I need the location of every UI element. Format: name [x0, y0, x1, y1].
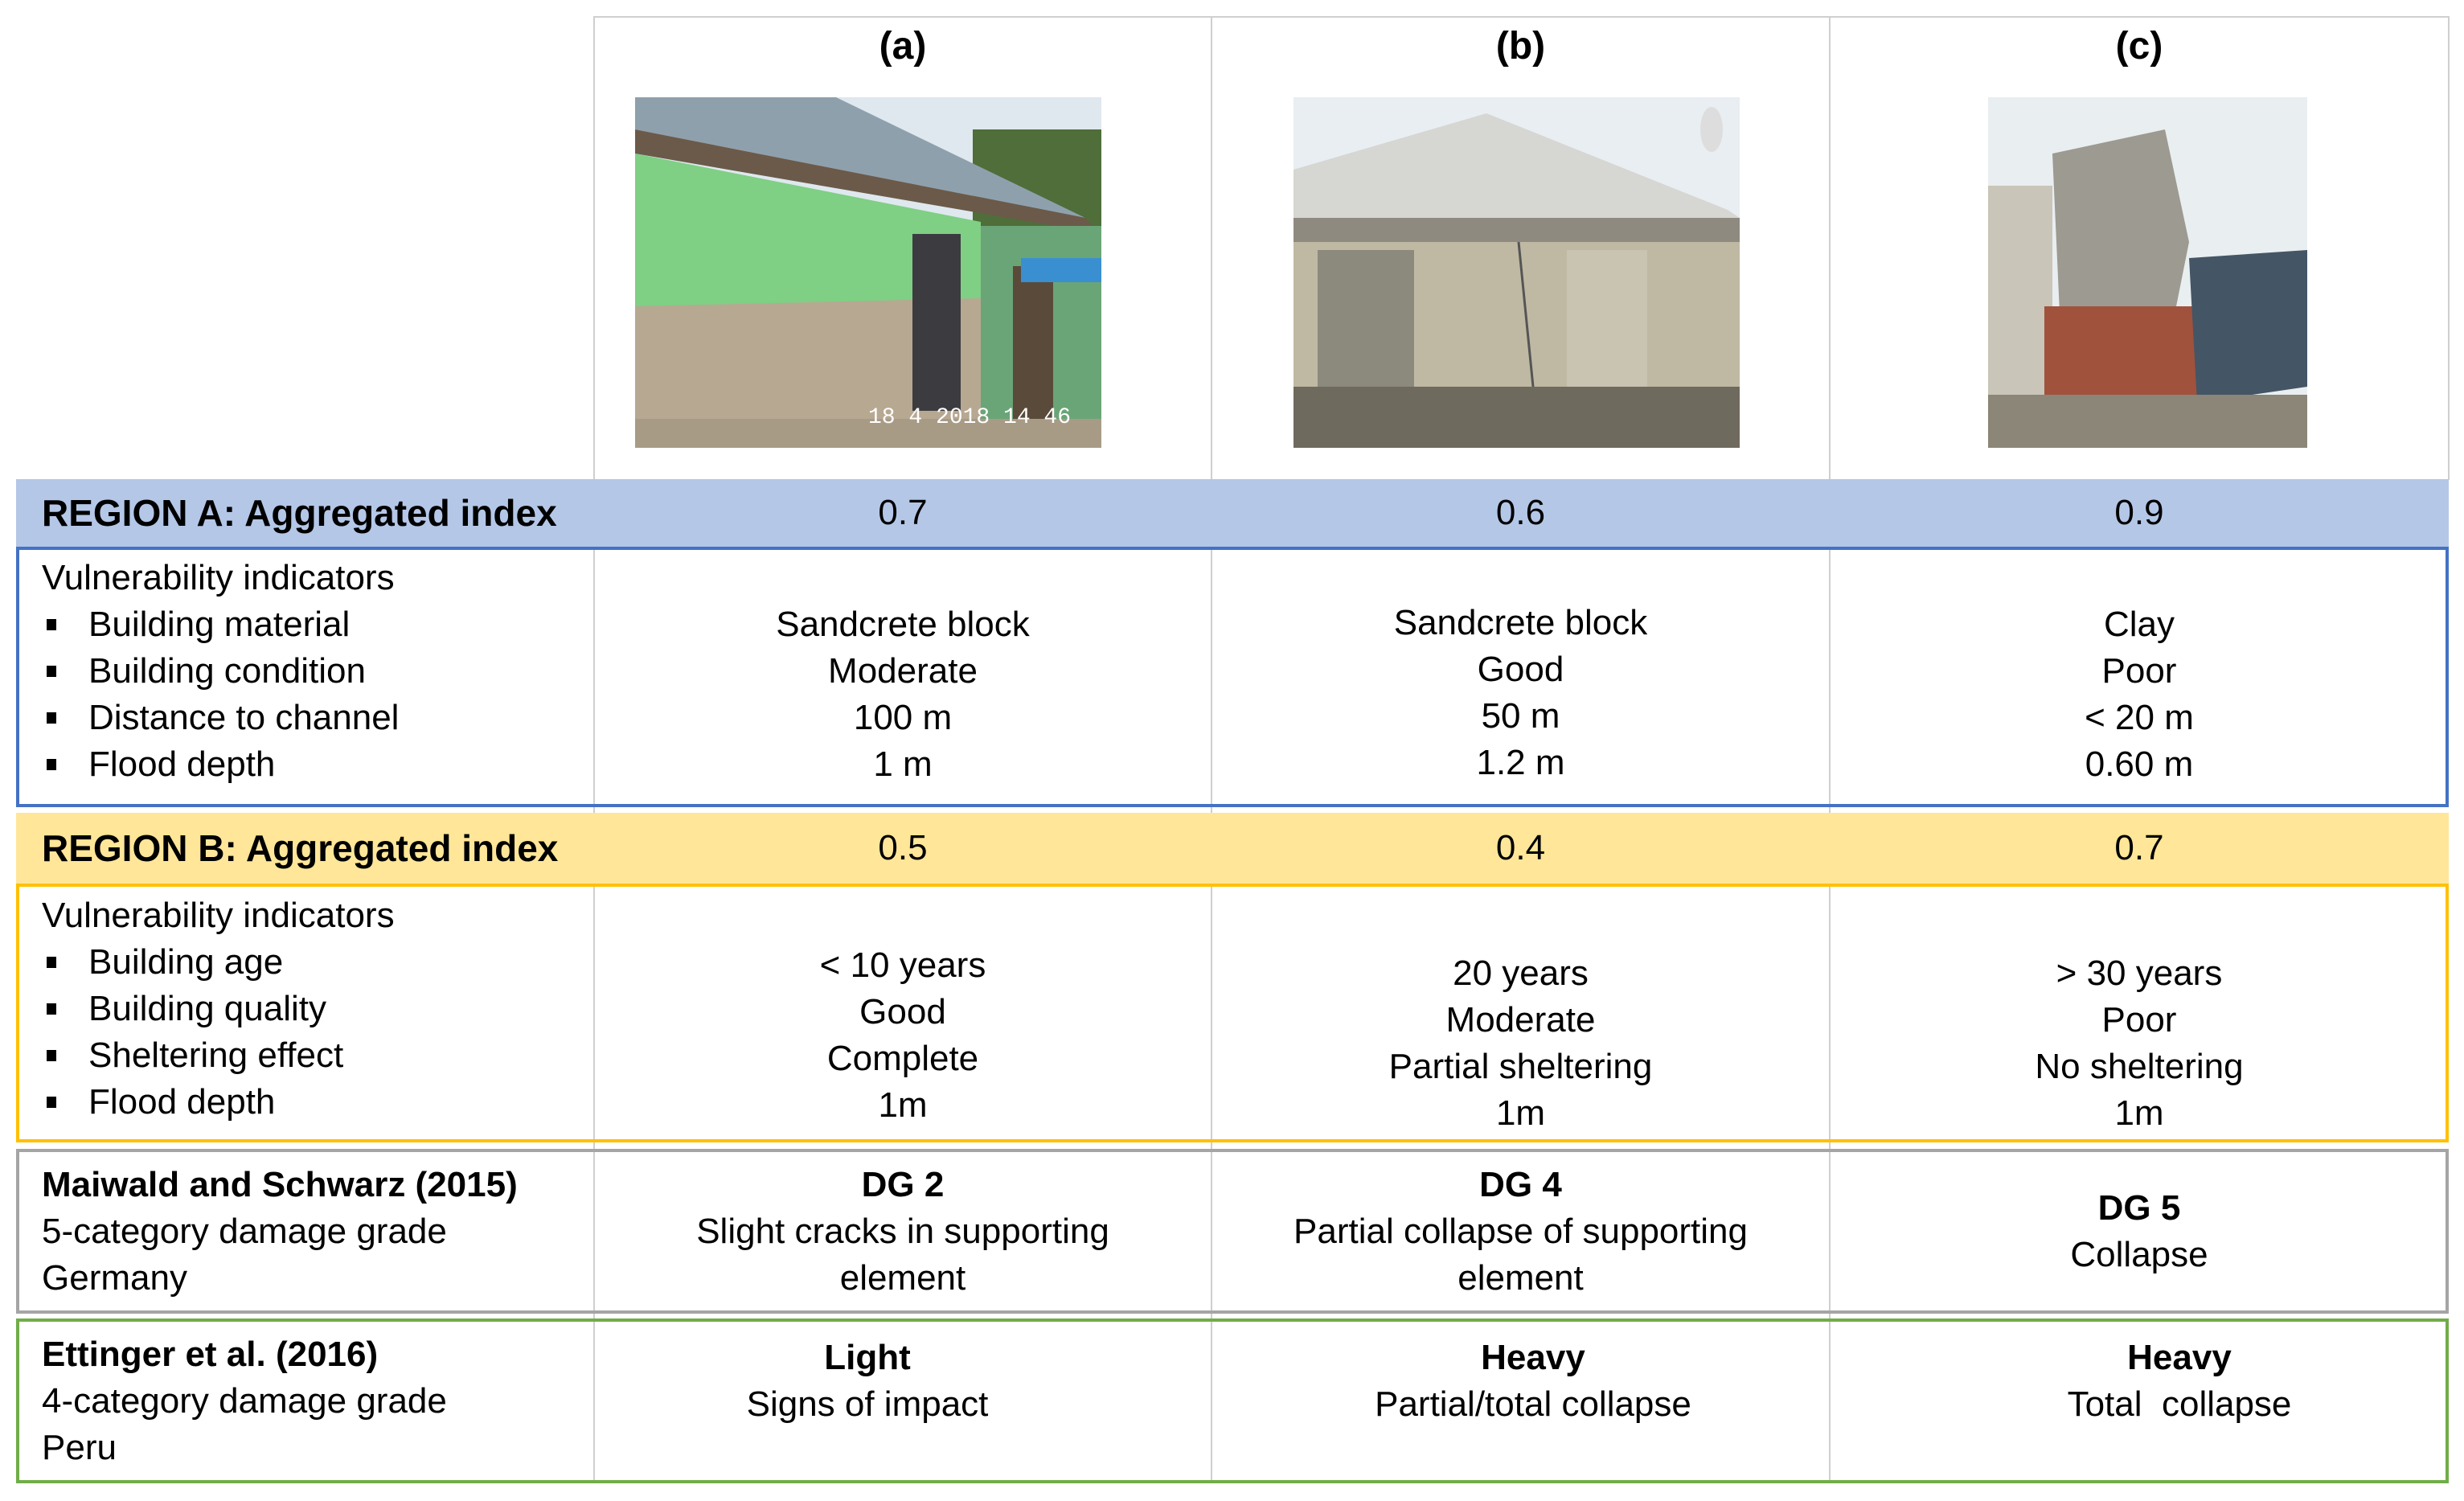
- indicator-item: Flood depth: [42, 741, 399, 788]
- value: No sheltering: [2035, 1047, 2244, 1086]
- ettinger-grade-c: Heavy Total collapse: [1830, 1335, 2464, 1431]
- svg-text:18 4 2018 14 46: 18 4 2018 14 46: [868, 405, 1071, 430]
- region-b-title: REGION B: Aggregated index: [42, 827, 559, 869]
- grade-desc: Partial/total collapse: [1375, 1384, 1691, 1424]
- region-a-values-a: Sandcrete block Moderate 100 m 1 m: [594, 601, 1212, 794]
- column-header-b: (b): [1495, 25, 1546, 68]
- value: Clay: [2103, 605, 2175, 644]
- region-b-indicators-box: [16, 884, 2449, 1142]
- maiwald-source: Maiwald and Schwarz (2015) 5-category da…: [16, 1149, 594, 1314]
- source-title: Ettinger et al. (2016): [42, 1334, 379, 1374]
- value: Complete: [826, 1039, 979, 1078]
- value: 50 m: [1481, 696, 1560, 736]
- grade: Heavy: [2127, 1338, 2232, 1377]
- value: Sandcrete block: [776, 605, 1030, 644]
- grade: DG 2: [861, 1164, 945, 1204]
- region-a-title: REGION A: Aggregated index: [42, 492, 557, 534]
- indicator-item: Building quality: [42, 986, 343, 1032]
- value: Sandcrete block: [1393, 603, 1648, 642]
- indicator-item: Distance to channel: [42, 695, 399, 741]
- source-line: Germany: [42, 1257, 187, 1298]
- column-divider: [1211, 16, 1212, 1482]
- ettinger-grade-b: Heavy Partial/total collapse: [1212, 1335, 1855, 1431]
- grade-desc: element: [839, 1257, 966, 1298]
- value: 1m: [878, 1085, 928, 1125]
- value: Good: [1477, 650, 1564, 689]
- value: Partial sheltering: [1388, 1047, 1653, 1086]
- region-a-index-row: [16, 479, 2449, 547]
- region-b-values-b: 20 years Moderate Partial sheltering 1m: [1212, 950, 1830, 1143]
- indicators-heading: Vulnerability indicators: [42, 558, 395, 597]
- indicator-item: Building material: [42, 601, 399, 648]
- indicators-heading: Vulnerability indicators: [42, 896, 395, 935]
- region-b-values-a: < 10 years Good Complete 1m: [594, 942, 1212, 1135]
- region-a-index-a: 0.7: [878, 493, 928, 532]
- value: > 30 years: [2056, 954, 2223, 993]
- maiwald-grade-a: DG 2 Slight cracks in supporting element: [594, 1149, 1212, 1314]
- region-b-index-row: [16, 813, 2449, 884]
- region-b-index-b: 0.4: [1495, 828, 1546, 867]
- column-header-c: (c): [2115, 25, 2163, 68]
- source-line: 4-category damage grade: [42, 1380, 447, 1421]
- grade-desc: element: [1457, 1257, 1584, 1298]
- value: Good: [859, 992, 946, 1031]
- region-a-values-b: Sandcrete block Good 50 m 1.2 m: [1212, 600, 1830, 793]
- region-a-indicators-box: [16, 547, 2449, 807]
- region-a-index-b: 0.6: [1495, 493, 1546, 532]
- building-photo-a: 18 4 2018 14 46: [635, 97, 1101, 448]
- indicator-item: Sheltering effect: [42, 1032, 343, 1079]
- region-b-indicator-list: Vulnerability indicators Building age Bu…: [16, 892, 594, 1134]
- region-a-values-c: Clay Poor < 20 m 0.60 m: [1830, 601, 2449, 794]
- column-divider: [1829, 16, 1831, 1482]
- building-photo-c: [1988, 97, 2307, 448]
- column-divider: [593, 16, 595, 1482]
- grade: Light: [824, 1338, 911, 1377]
- value: < 10 years: [819, 945, 986, 985]
- indicator-item: Building condition: [42, 648, 399, 695]
- grade: Heavy: [1481, 1338, 1585, 1377]
- value: 20 years: [1453, 954, 1589, 993]
- region-b-index-a: 0.5: [878, 828, 928, 867]
- value: 0.60 m: [2085, 744, 2194, 784]
- ettinger-grade-a: Light Signs of impact: [594, 1335, 1141, 1431]
- value: Moderate: [1445, 1000, 1596, 1040]
- column-divider: [2448, 16, 2450, 480]
- source-title: Maiwald and Schwarz (2015): [42, 1164, 518, 1204]
- region-a-index-c: 0.9: [2114, 493, 2164, 532]
- ettinger-row: [16, 1319, 2449, 1483]
- region-b-values-c: > 30 years Poor No sheltering 1m: [1830, 950, 2449, 1143]
- value: Poor: [2101, 651, 2177, 691]
- grade-desc: Signs of impact: [746, 1384, 989, 1424]
- indicator-item: Flood depth: [42, 1079, 343, 1126]
- source-line: 5-category damage grade: [42, 1211, 447, 1251]
- grade: DG 4: [1479, 1164, 1562, 1204]
- value: Moderate: [828, 651, 978, 691]
- value: 100 m: [853, 698, 953, 737]
- value: 1m: [1495, 1093, 1546, 1133]
- column-header-a: (a): [879, 25, 927, 68]
- source-line: Peru: [42, 1427, 117, 1467]
- value: 1m: [2114, 1093, 2164, 1133]
- table-top-border: [594, 16, 2449, 18]
- grade-desc: Partial collapse of supporting: [1293, 1211, 1748, 1251]
- grade: DG 5: [2097, 1187, 2181, 1228]
- grade-desc: Total collapse: [2067, 1384, 2292, 1424]
- grade-desc: Collapse: [2070, 1234, 2208, 1274]
- ettinger-source: Ettinger et al. (2016) 4-category damage…: [16, 1319, 594, 1483]
- building-photo-b: [1293, 97, 1740, 448]
- region-b-index-c: 0.7: [2114, 828, 2164, 867]
- value: 1 m: [873, 744, 933, 784]
- value: 1.2 m: [1476, 743, 1565, 782]
- value: < 20 m: [2085, 698, 2194, 737]
- maiwald-row: [16, 1149, 2449, 1314]
- grade-desc: Slight cracks in supporting: [696, 1211, 1109, 1251]
- maiwald-grade-c: DG 5 Collapse: [1830, 1149, 2449, 1314]
- value: Poor: [2101, 1000, 2177, 1040]
- region-a-indicator-list: Vulnerability indicators Building materi…: [16, 555, 594, 804]
- indicator-item: Building age: [42, 939, 343, 986]
- maiwald-grade-b: DG 4 Partial collapse of supporting elem…: [1212, 1149, 1830, 1314]
